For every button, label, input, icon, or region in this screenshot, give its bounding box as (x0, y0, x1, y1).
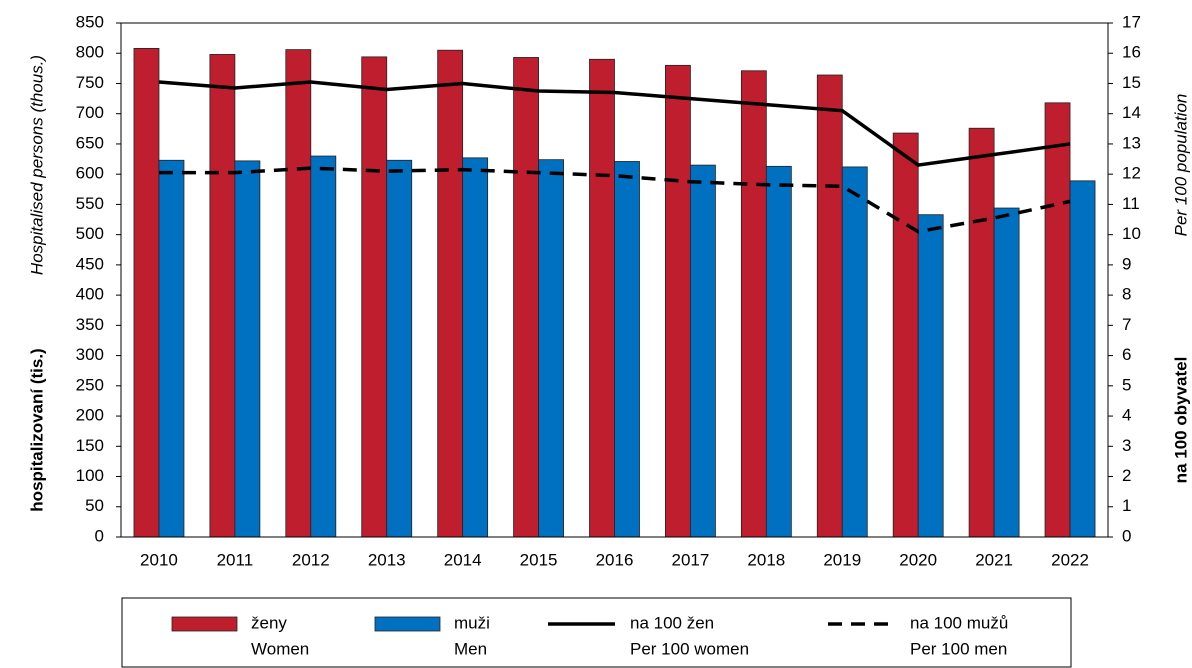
y-tick-label: 350 (76, 315, 104, 334)
legend-swatch (171, 616, 238, 632)
x-tick-label: 2021 (975, 550, 1013, 569)
x-tick-label: 2013 (368, 550, 406, 569)
x-tick-label: 2011 (217, 550, 254, 569)
x-tick-label: 2018 (747, 550, 785, 569)
bar (209, 54, 236, 538)
bar (892, 132, 919, 538)
y2-tick-label: 7 (1122, 315, 1131, 334)
legend-label: na 100 žen (630, 613, 714, 632)
bar (158, 159, 185, 538)
x-tick-label: 2017 (672, 550, 710, 569)
bar (614, 161, 640, 538)
bar (841, 166, 868, 538)
legend-label: na 100 mužů (910, 613, 1008, 632)
y2-tick-label: 6 (1122, 345, 1131, 364)
y2-tick-label: 16 (1122, 43, 1141, 62)
x-tick-label: 2010 (140, 550, 178, 569)
y2-tick-label: 9 (1122, 254, 1131, 273)
y2-axis-label-en: Per 100 population (1171, 94, 1190, 237)
y-tick-label: 850 (76, 12, 104, 31)
bar (234, 160, 261, 538)
x-tick-label: 2012 (292, 550, 330, 569)
legend-label-en: Per 100 men (910, 639, 1007, 658)
y2-tick-label: 13 (1122, 133, 1141, 152)
legend-label-en: Women (251, 639, 309, 658)
y-tick-label: 600 (76, 164, 104, 183)
bar (917, 214, 944, 538)
bar (361, 56, 388, 538)
x-tick-label: 2022 (1051, 550, 1089, 569)
y-tick-label: 0 (95, 526, 104, 545)
line (158, 80, 1071, 167)
y2-tick-label: 15 (1122, 73, 1141, 92)
y2-tick-label: 0 (1122, 526, 1131, 545)
bar (462, 157, 489, 538)
y2-axis-label: na 100 obyvatel (1171, 357, 1190, 484)
y-axis-label: hospitalizovaní (tis.) (27, 348, 46, 511)
y-tick-label: 700 (76, 103, 104, 122)
bar (968, 127, 995, 538)
y2-tick-label: 10 (1122, 224, 1141, 243)
bar (1044, 102, 1071, 538)
y-tick-label: 250 (76, 375, 104, 394)
legend-label-en: Men (454, 639, 487, 658)
y-axis-label-en: Hospitalised persons (thous.) (27, 55, 46, 275)
bar (538, 159, 564, 538)
y-tick-label: 450 (76, 254, 104, 273)
bar (386, 159, 413, 538)
y2-tick-label: 3 (1122, 436, 1131, 455)
y2-tick-label: 1 (1122, 496, 1131, 515)
x-tick-label: 2019 (823, 550, 861, 569)
y-tick-label: 400 (76, 285, 104, 304)
bar (310, 155, 337, 538)
legend-label: muži (454, 613, 490, 632)
x-tick-label: 2014 (444, 550, 482, 569)
y2-tick-label: 11 (1122, 194, 1140, 213)
bar (1069, 180, 1096, 538)
x-tick-label: 2016 (596, 550, 634, 569)
x-tick-label: 2015 (520, 550, 558, 569)
y-tick-label: 500 (76, 224, 104, 243)
y2-tick-label: 2 (1122, 466, 1131, 485)
bar (513, 57, 539, 538)
bar (816, 74, 843, 538)
y2-tick-label: 4 (1122, 406, 1131, 425)
bar (589, 58, 615, 538)
bar (133, 47, 160, 538)
y2-tick-label: 8 (1122, 285, 1131, 304)
y2-tick-label: 5 (1122, 375, 1131, 394)
y2-tick-label: 12 (1122, 164, 1141, 183)
line (158, 166, 1071, 234)
y-tick-label: 100 (76, 466, 104, 485)
y2-tick-label: 17 (1122, 12, 1141, 31)
bar (993, 207, 1020, 538)
y2-tick-label: 14 (1122, 103, 1141, 122)
legend-label: ženy (251, 613, 287, 632)
y-tick-label: 200 (76, 406, 104, 425)
x-tick-label: 2020 (899, 550, 937, 569)
bar (437, 49, 464, 538)
y-tick-label: 300 (76, 345, 104, 364)
bar (740, 70, 767, 538)
plot-frame (120, 22, 1109, 538)
bar (765, 165, 792, 538)
y-tick-label: 50 (85, 496, 104, 515)
bar (285, 49, 312, 538)
y-tick-label: 550 (76, 194, 104, 213)
legend-box (121, 597, 1072, 668)
y-tick-label: 650 (76, 133, 104, 152)
y-tick-label: 150 (76, 436, 104, 455)
y-tick-label: 750 (76, 73, 104, 92)
bar (665, 64, 691, 538)
legend-label-en: Per 100 women (630, 639, 749, 658)
bar (690, 164, 716, 538)
y-tick-label: 800 (76, 43, 104, 62)
legend-swatch (374, 616, 441, 632)
